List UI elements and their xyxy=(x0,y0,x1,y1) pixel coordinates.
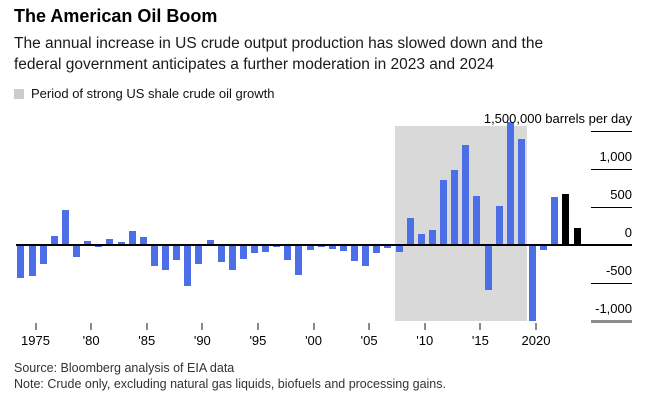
x-axis-label-2010: '10 xyxy=(416,333,434,348)
bar-2008 xyxy=(395,245,403,252)
bar-2014 xyxy=(462,145,470,245)
bar-2003 xyxy=(339,245,347,251)
bar-1992 xyxy=(217,245,225,262)
y-tick--500 xyxy=(591,283,632,284)
bar-2015 xyxy=(473,196,481,245)
y-tick-1000 xyxy=(591,169,632,170)
x-tick-1995 xyxy=(256,323,259,330)
bar-1987 xyxy=(162,245,169,270)
bar-1984 xyxy=(128,231,136,245)
y-axis-label-1500: 1,500,000 barrels per day xyxy=(483,111,632,126)
y-axis-label-1000: 1,000 xyxy=(599,149,632,164)
bar-2018 xyxy=(506,122,514,245)
x-axis-label-2005: '05 xyxy=(360,333,378,348)
bar-2009 xyxy=(406,218,414,245)
x-axis-label-2015: '15 xyxy=(471,333,489,348)
bar-2006 xyxy=(373,245,381,253)
x-axis-label-1975: 1975 xyxy=(21,333,50,348)
bar-1998 xyxy=(284,245,292,260)
x-tick-1975 xyxy=(34,323,37,330)
x-tick-1985 xyxy=(145,323,148,330)
bar-2001 xyxy=(317,245,325,247)
x-tick-1980 xyxy=(90,323,93,330)
bar-1999 xyxy=(295,245,303,275)
bar-1993 xyxy=(228,245,236,270)
legend-label: Period of strong US shale crude oil grow… xyxy=(31,86,275,101)
bar-2007 xyxy=(384,245,392,248)
bar-1991 xyxy=(206,240,214,245)
bar-2021 xyxy=(540,245,548,250)
bar-1986 xyxy=(150,245,158,266)
x-tick-2000 xyxy=(312,323,315,330)
bar-2002 xyxy=(328,245,336,249)
shale-growth-band xyxy=(394,126,527,321)
source-text: Source: Bloomberg analysis of EIA data xyxy=(14,361,235,375)
bar-1979 xyxy=(73,245,80,257)
bar-1985 xyxy=(139,237,147,245)
bar-1976 xyxy=(39,245,47,264)
bar-1980 xyxy=(84,241,92,245)
bar-1996 xyxy=(262,245,270,252)
x-axis-label-2000: '00 xyxy=(305,333,323,348)
zero-axis-line xyxy=(16,244,632,246)
bar-2020 xyxy=(529,245,536,321)
bar-2019 xyxy=(517,139,525,245)
y-tick--1000 xyxy=(591,320,632,323)
bar-2004 xyxy=(351,245,358,261)
y-axis-label-0: 0 xyxy=(624,225,632,240)
bar-1989 xyxy=(184,245,192,286)
subtitle-line-1: The annual increase in US crude output p… xyxy=(14,35,544,52)
subtitle-line-2: federal government anticipates a further… xyxy=(14,56,494,73)
x-axis-label-2020: 2020 xyxy=(521,333,551,348)
chart-subtitle: The annual increase in US crude output p… xyxy=(14,33,644,75)
bar-1974 xyxy=(17,245,25,278)
legend: Period of strong US shale crude oil grow… xyxy=(14,86,275,101)
x-axis-label-1990: '90 xyxy=(193,333,211,348)
bar-2012 xyxy=(440,180,447,245)
bar-1978 xyxy=(61,210,69,245)
x-tick-2010 xyxy=(423,323,426,330)
bar-2000 xyxy=(306,245,314,250)
bar-1977 xyxy=(50,236,58,245)
y-axis-label--500: -500 xyxy=(605,263,632,278)
bar-2005 xyxy=(362,245,370,266)
bar-1983 xyxy=(117,242,125,245)
x-tick-2005 xyxy=(368,323,371,330)
bar-1994 xyxy=(239,245,247,259)
bar-2023 xyxy=(562,194,570,245)
bar-2017 xyxy=(495,206,503,245)
bar-1981 xyxy=(95,245,103,247)
bar-2022 xyxy=(551,197,559,245)
bar-1982 xyxy=(106,239,114,245)
bar-2013 xyxy=(451,170,459,245)
x-axis-label-1985: '85 xyxy=(138,333,156,348)
page-title: The American Oil Boom xyxy=(14,6,218,26)
x-tick-1990 xyxy=(201,323,204,330)
bar-2016 xyxy=(484,245,492,290)
bar-1995 xyxy=(250,245,258,253)
y-axis-label-500: 500 xyxy=(610,187,632,202)
bar-2010 xyxy=(417,234,425,245)
x-tick-2015 xyxy=(479,323,482,330)
bar-2011 xyxy=(428,230,436,245)
x-axis-label-1995: '95 xyxy=(249,333,267,348)
bar-1975 xyxy=(28,245,36,276)
x-tick-2020 xyxy=(534,323,537,330)
bar-1988 xyxy=(173,245,181,260)
legend-swatch-icon xyxy=(14,88,24,99)
bar-2024 xyxy=(573,228,581,245)
y-tick-500 xyxy=(591,207,632,208)
note-text: Note: Crude only, excluding natural gas … xyxy=(14,377,446,391)
y-axis-label--1000: -1,000 xyxy=(595,301,632,316)
bar-1997 xyxy=(273,245,281,247)
x-axis-label-1980: '80 xyxy=(82,333,100,348)
y-tick-1500 xyxy=(591,131,632,132)
bar-1990 xyxy=(195,245,203,264)
